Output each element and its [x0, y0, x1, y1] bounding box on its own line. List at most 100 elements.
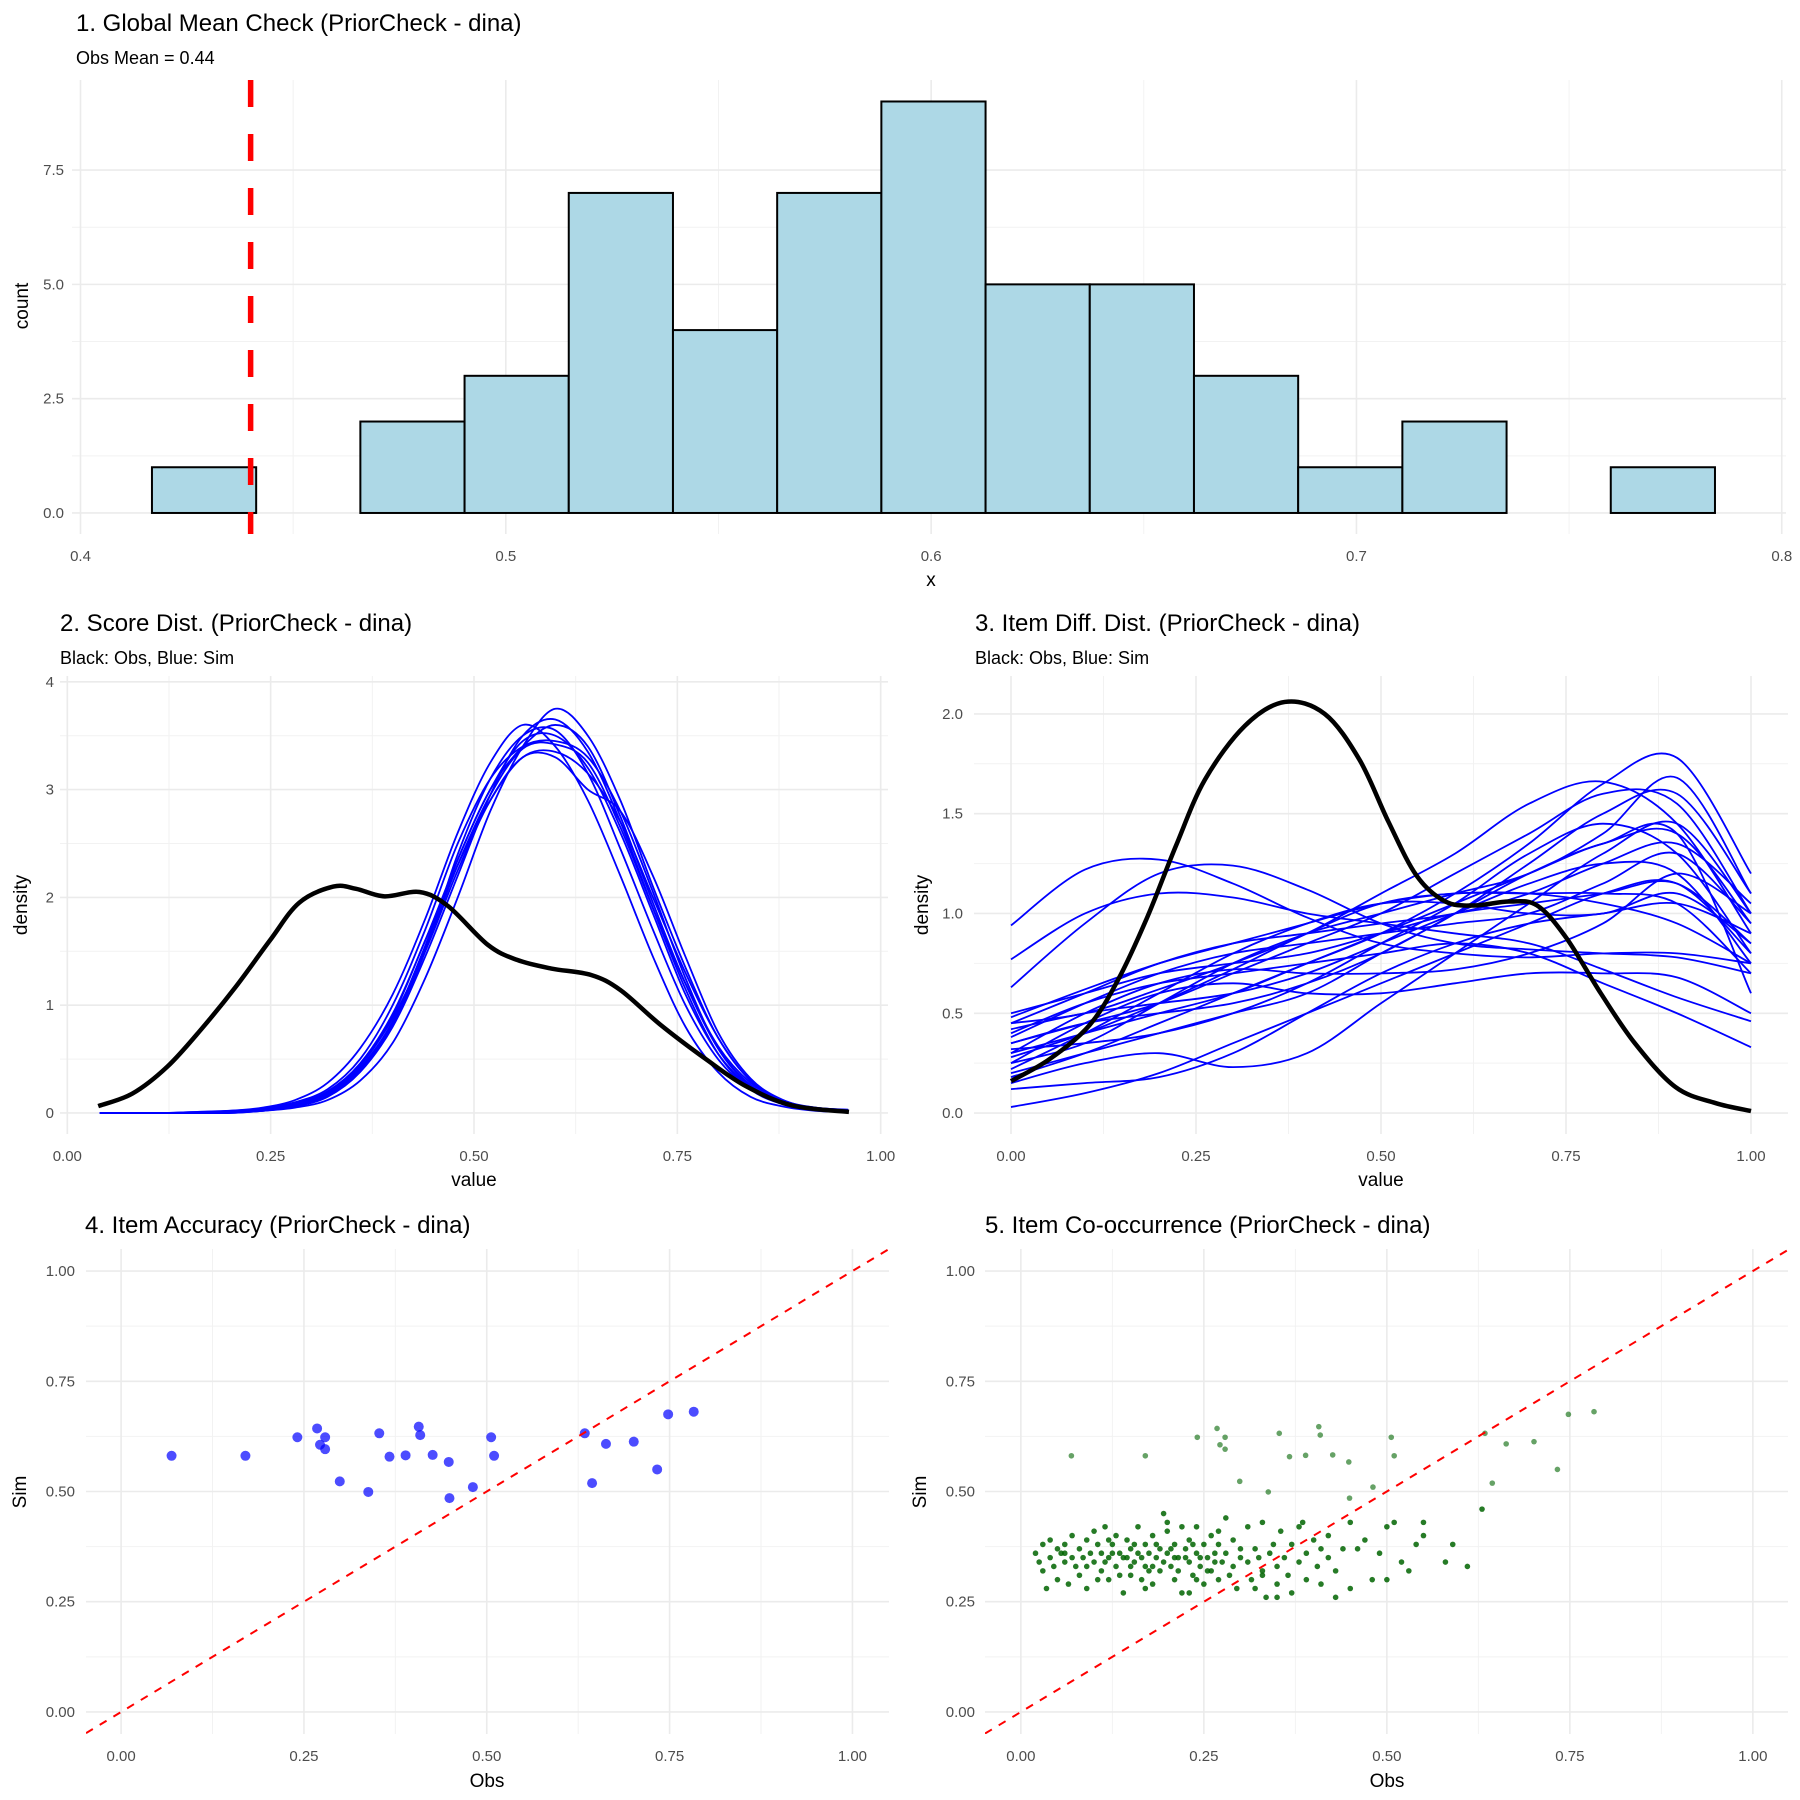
data-point	[1171, 1554, 1178, 1561]
data-point	[1142, 1541, 1149, 1548]
y-tick-label: 0.00	[946, 1704, 975, 1721]
data-point	[1061, 1550, 1068, 1557]
x-axis-title: Obs	[470, 1771, 505, 1792]
faint-point	[1346, 1495, 1353, 1501]
faint-point	[1276, 1430, 1283, 1437]
data-point	[1164, 1519, 1171, 1526]
sim-density-line	[1010, 822, 1752, 1078]
data-point	[363, 1486, 374, 1497]
faint-point	[1370, 1484, 1376, 1490]
y-tick-label: 0.0	[942, 1105, 963, 1122]
y-axis-title: density	[11, 874, 32, 935]
y-axis-title: count	[12, 282, 33, 329]
histogram-bar	[1401, 420, 1508, 514]
data-point	[1113, 1532, 1119, 1539]
data-point	[1091, 1528, 1097, 1534]
obs-density-line	[1009, 699, 1752, 1114]
data-point	[628, 1436, 639, 1447]
data-point	[334, 1476, 345, 1487]
data-point	[427, 1449, 438, 1460]
data-point	[1054, 1546, 1061, 1552]
data-point	[1252, 1585, 1258, 1592]
data-point	[1464, 1563, 1471, 1570]
data-point	[688, 1406, 699, 1417]
y-tick-label: 0	[46, 1105, 54, 1122]
chart-title: 1. Global Mean Check (PriorCheck - dina)	[76, 10, 522, 37]
data-point	[1142, 1563, 1149, 1570]
reference-line	[86, 1249, 889, 1734]
data-point	[1274, 1563, 1280, 1570]
faint-point	[1302, 1452, 1309, 1459]
data-point	[1146, 1550, 1152, 1557]
x-axis-title: Obs	[1370, 1771, 1405, 1792]
x-tick-label: 0.25	[1181, 1148, 1210, 1165]
data-point	[1138, 1576, 1145, 1583]
faint-point	[1214, 1425, 1220, 1432]
data-point	[1157, 1568, 1163, 1574]
faint-point	[1346, 1459, 1352, 1465]
data-point	[1186, 1559, 1193, 1565]
plot-area	[150, 80, 1716, 534]
data-point	[1149, 1563, 1156, 1570]
data-point	[1043, 1585, 1050, 1592]
data-point	[1226, 1572, 1233, 1579]
data-point	[1325, 1554, 1332, 1561]
x-tick-label: 1.00	[866, 1148, 895, 1165]
x-tick-label: 0.50	[459, 1148, 488, 1165]
x-tick-label: 0.8	[1771, 548, 1792, 565]
data-point	[1223, 1550, 1229, 1557]
panel-item-accuracy: 0.00 0.25 0.50 0.75 1.00 0.00 0.25 0.50 0.75 1.00	[46, 1249, 889, 1765]
data-point	[1146, 1568, 1152, 1574]
y-tick-label: 1.00	[46, 1263, 75, 1280]
faint-point	[1142, 1452, 1149, 1459]
data-point	[1204, 1568, 1211, 1574]
histogram-bar	[984, 283, 1091, 514]
faint-point	[1286, 1453, 1293, 1460]
data-point	[600, 1438, 611, 1449]
data-point	[1164, 1528, 1171, 1534]
x-tick-label: 0.25	[289, 1748, 318, 1765]
data-point	[1347, 1585, 1354, 1592]
data-point	[1420, 1532, 1427, 1539]
faint-point	[1329, 1452, 1336, 1458]
faint-point	[1391, 1452, 1397, 1459]
data-point	[1047, 1554, 1053, 1561]
y-tick-label: 2.5	[43, 391, 64, 408]
sim-density-line	[1010, 860, 1752, 1031]
sim-density-line	[1010, 971, 1752, 1064]
y-tick-label: 0.50	[46, 1484, 75, 1501]
data-point	[1098, 1568, 1105, 1574]
data-point	[1193, 1523, 1200, 1530]
data-point	[1277, 1528, 1284, 1534]
data-point	[1193, 1550, 1200, 1557]
data-point	[1310, 1537, 1317, 1543]
data-point	[1094, 1541, 1101, 1548]
data-point	[1032, 1550, 1039, 1557]
y-axis-title: Sim	[10, 1476, 31, 1509]
data-point	[1040, 1568, 1046, 1574]
data-point	[467, 1482, 478, 1493]
chart-title: 3. Item Diff. Dist. (PriorCheck - dina)	[975, 610, 1360, 637]
histogram-bar	[1088, 283, 1195, 514]
data-point	[1288, 1590, 1295, 1596]
data-point	[1094, 1576, 1101, 1583]
sim-density-line	[1010, 863, 1752, 989]
y-tick-label: 0.00	[46, 1704, 75, 1721]
data-point	[1160, 1510, 1167, 1517]
data-point	[1303, 1550, 1310, 1557]
data-point	[1413, 1541, 1419, 1548]
data-point	[1190, 1541, 1196, 1548]
data-point	[1204, 1554, 1211, 1561]
y-axis-title: density	[912, 874, 933, 935]
chart-subtitle: Black: Obs, Blue: Sim	[975, 648, 1149, 668]
data-point	[1168, 1563, 1174, 1570]
data-point	[1124, 1537, 1130, 1543]
faint-point	[1388, 1434, 1395, 1441]
y-tick-label: 0.75	[946, 1373, 975, 1390]
data-point	[292, 1432, 303, 1443]
data-point	[1149, 1581, 1156, 1587]
data-point	[1354, 1546, 1361, 1552]
data-point	[1109, 1550, 1116, 1557]
data-point	[1296, 1523, 1302, 1530]
obs-density-line	[97, 883, 850, 1115]
